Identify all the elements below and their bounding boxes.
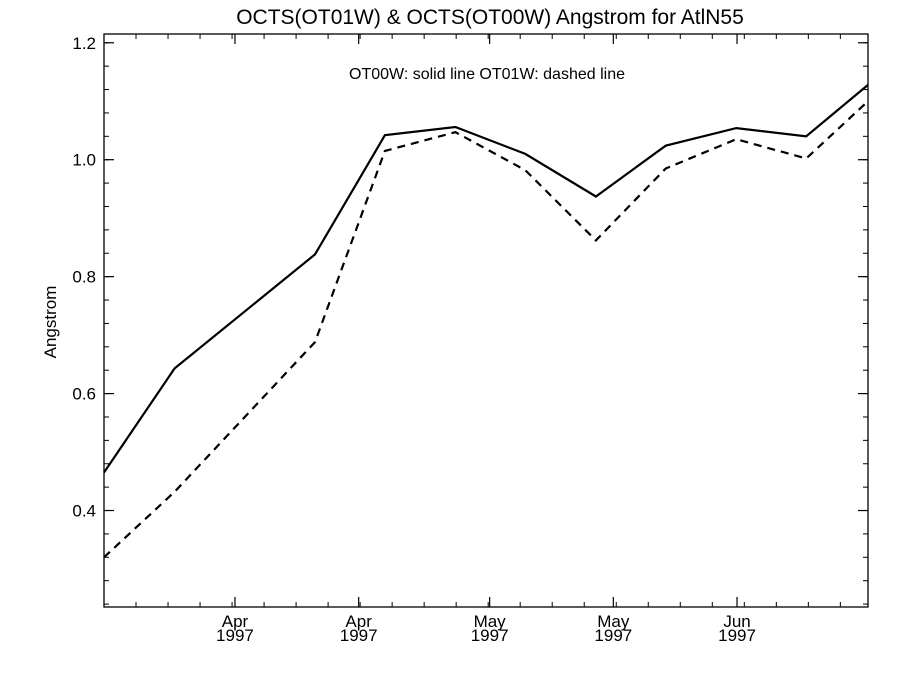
plot-frame xyxy=(103,33,869,608)
x-tick-label-month: Jun xyxy=(723,612,750,631)
data-lines xyxy=(103,84,869,559)
x-tick-label-year: 1997 xyxy=(594,626,632,645)
y-axis-label: Angstrom xyxy=(41,286,60,359)
line-style-note: OT00W: solid line OT01W: dashed line xyxy=(349,66,625,83)
y-tick-label: 1.0 xyxy=(72,151,96,170)
x-tick-label-month: Apr xyxy=(222,612,249,631)
chart-title: OCTS(OT01W) & OCTS(OT00W) Angstrom for A… xyxy=(236,6,744,29)
x-tick-label-year: 1997 xyxy=(340,626,378,645)
x-tick-label-year: 1997 xyxy=(718,626,756,645)
x-tick-label-month: May xyxy=(474,612,507,631)
dashed-series-line xyxy=(103,100,869,559)
x-tick-label-month: Apr xyxy=(345,612,372,631)
x-tick-label-year: 1997 xyxy=(471,626,509,645)
x-tick-label-year: 1997 xyxy=(216,626,254,645)
y-tick-label: 0.4 xyxy=(72,502,96,521)
x-tick-label-month: May xyxy=(597,612,630,631)
y-tick-label: 0.6 xyxy=(72,385,96,404)
axis-ticks: 0.40.60.81.01.2Apr1997Apr1997May1997May1… xyxy=(72,34,868,645)
y-tick-label: 0.8 xyxy=(72,268,96,287)
solid-series-line xyxy=(103,84,869,474)
y-tick-label: 1.2 xyxy=(72,34,96,53)
